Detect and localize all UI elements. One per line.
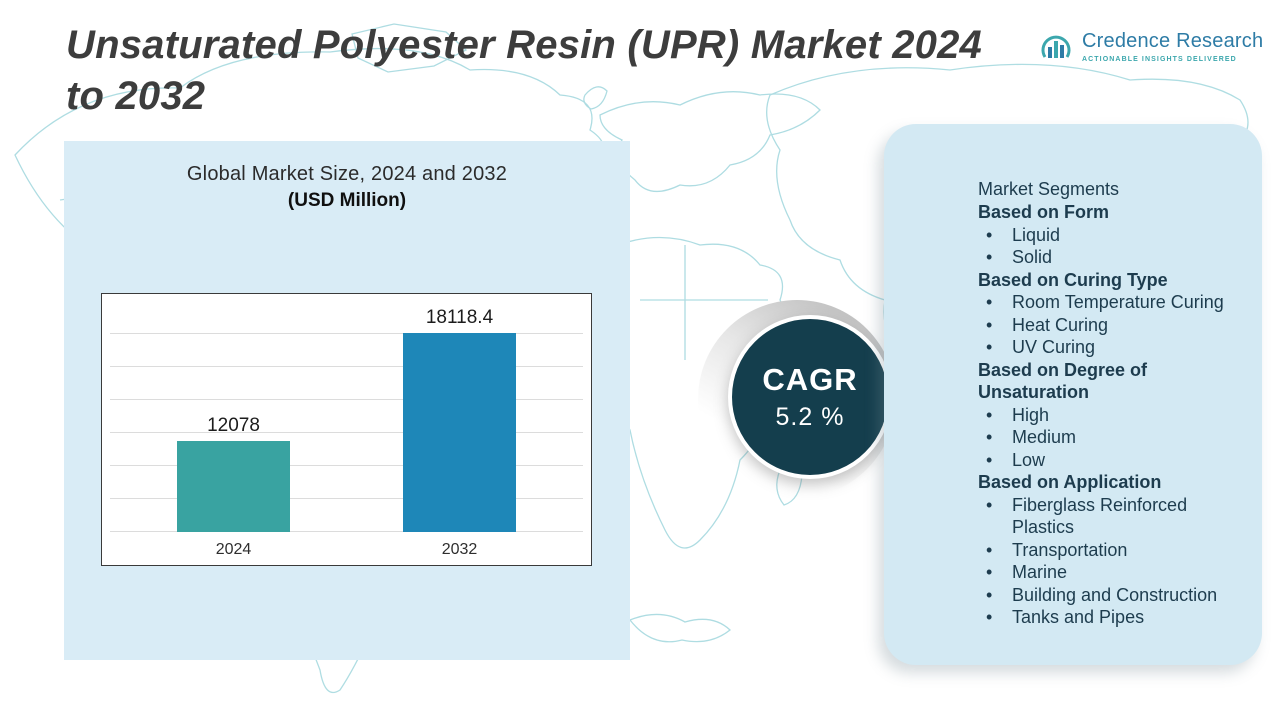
segment-item: • High bbox=[978, 404, 1250, 427]
bullet-icon: • bbox=[986, 224, 993, 245]
logo-name: Credence Research bbox=[1082, 30, 1264, 52]
bullet-icon: • bbox=[986, 494, 993, 515]
segment-group-heading: Based on Degree of Unsaturation bbox=[978, 359, 1148, 403]
segment-item: • Tanks and Pipes bbox=[978, 606, 1250, 629]
bullet-icon: • bbox=[986, 427, 993, 447]
chart-plot-area: 12078 18118.4 bbox=[142, 299, 551, 532]
bullet-icon: • bbox=[986, 314, 993, 335]
segment-item-label: Marine bbox=[1012, 562, 1068, 582]
logo-tagline: ACTIONABLE INSIGHTS DELIVERED bbox=[1082, 56, 1237, 63]
segment-item-label: Liquid bbox=[1012, 224, 1061, 245]
bullet-icon: • bbox=[986, 607, 993, 627]
segments-list: Based on Form • Liquid • Solid Based on Curin… bbox=[978, 201, 1250, 629]
bar-category-label: 2032 bbox=[441, 541, 478, 558]
segment-group-heading: Based on Application bbox=[978, 472, 1162, 492]
segment-item-label: Transportation bbox=[1012, 539, 1128, 560]
segment-item: • Liquid bbox=[978, 224, 1250, 247]
segment-item-label: Low bbox=[1012, 449, 1046, 470]
segment-item: • Low bbox=[978, 449, 1250, 472]
segment-item-label: High bbox=[1012, 404, 1050, 425]
bullet-icon: • bbox=[986, 584, 993, 605]
segment-group-heading: Based on Curing Type bbox=[978, 269, 1168, 290]
credence-logo-icon bbox=[1041, 35, 1071, 58]
bar-2032 bbox=[403, 332, 516, 532]
market-segments-panel: Market Segments Based on Form • Liquid • Sol… bbox=[884, 124, 1262, 665]
cagr-label: CAGR bbox=[762, 362, 858, 397]
chart-category-axis: 2024 2032 bbox=[142, 541, 551, 559]
page-title: Unsaturated Polyester Resin (UPR) Market… bbox=[66, 23, 982, 119]
market-size-panel: Global Market Size, 2024 and 2032 (USD M… bbox=[64, 141, 630, 660]
segment-item: • Building and Construction bbox=[978, 584, 1250, 607]
chart-subtitle: (USD Million) bbox=[287, 190, 407, 211]
segment-item: • Solid bbox=[978, 246, 1250, 269]
segment-item-label: UV Curing bbox=[1012, 337, 1096, 357]
chart-title: Global Market Size, 2024 and 2032 bbox=[186, 163, 508, 185]
bullet-icon: • bbox=[986, 539, 993, 560]
bar-column-2024: 12078 bbox=[177, 299, 290, 532]
bar-chart: 12078 18118.4 2024 2032 bbox=[101, 293, 592, 566]
bullet-icon: • bbox=[986, 562, 993, 582]
bullet-icon: • bbox=[986, 449, 993, 470]
segment-item: • UV Curing bbox=[978, 336, 1250, 359]
bar-2024 bbox=[177, 440, 290, 532]
segment-item: • Transportation bbox=[978, 539, 1250, 562]
bar-value-label: 18118.4 bbox=[425, 306, 494, 328]
segments-title: Market Segments bbox=[978, 179, 1120, 199]
segment-item: • Medium bbox=[978, 426, 1250, 449]
credence-logo: Credence Research ACTIONABLE INSIGHTS DE… bbox=[1038, 30, 1263, 66]
bullet-icon: • bbox=[986, 404, 993, 425]
bar-value-label: 12078 bbox=[207, 414, 260, 436]
segment-item: • Room Temperature Curing bbox=[978, 291, 1250, 314]
segment-group-heading: Based on Form bbox=[978, 202, 1110, 222]
segment-item: • Fiberglass Reinforced Plastics bbox=[978, 494, 1250, 539]
bar-category-label: 2024 bbox=[215, 541, 252, 558]
segment-item-label: Solid bbox=[1012, 247, 1053, 267]
segment-item-label: Fiberglass Reinforced Plastics bbox=[1012, 494, 1188, 538]
cagr-value: 5.2 % bbox=[775, 403, 845, 431]
segment-item-label: Room Temperature Curing bbox=[1012, 292, 1224, 312]
segment-item: • Heat Curing bbox=[978, 314, 1250, 337]
segment-item-label: Building and Construction bbox=[1012, 584, 1218, 605]
bullet-icon: • bbox=[986, 247, 993, 267]
segment-item-label: Medium bbox=[1012, 427, 1077, 447]
bullet-icon: • bbox=[986, 292, 993, 312]
segment-item-label: Heat Curing bbox=[1012, 314, 1109, 335]
logo-text-block: Credence Research ACTIONABLE INSIGHTS DE… bbox=[1082, 30, 1263, 63]
bar-column-2032: 18118.4 bbox=[403, 299, 516, 532]
segment-item-label: Tanks and Pipes bbox=[1012, 607, 1145, 627]
bullet-icon: • bbox=[986, 337, 993, 357]
segment-item: • Marine bbox=[978, 561, 1250, 584]
cagr-badge: CAGR 5.2 % bbox=[728, 315, 892, 479]
